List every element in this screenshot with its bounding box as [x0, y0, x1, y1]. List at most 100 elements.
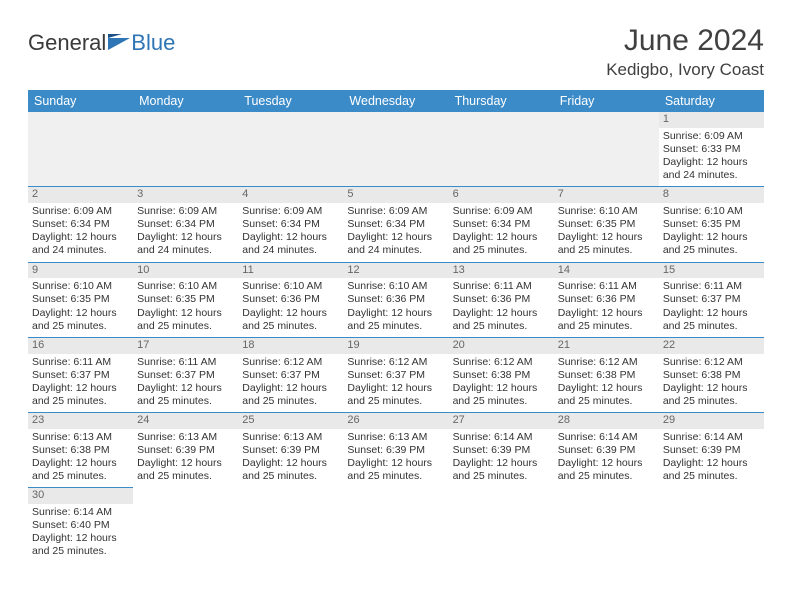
daylight-line: Daylight: 12 hours — [558, 307, 655, 320]
daylight-line: Daylight: 12 hours — [347, 307, 444, 320]
sunrise-line: Sunrise: 6:14 AM — [663, 431, 760, 444]
sunset-line: Sunset: 6:36 PM — [453, 293, 550, 306]
daylight-line: Daylight: 12 hours — [137, 382, 234, 395]
sunset-line: Sunset: 6:37 PM — [137, 369, 234, 382]
sunrise-line: Sunrise: 6:10 AM — [242, 280, 339, 293]
brand-part2: Blue — [131, 30, 175, 56]
calendar-cell: 29Sunrise: 6:14 AMSunset: 6:39 PMDayligh… — [659, 413, 764, 488]
daylight-line: and 25 minutes. — [453, 395, 550, 408]
calendar-cell-blank — [554, 488, 659, 563]
location-label: Kedigbo, Ivory Coast — [606, 60, 764, 80]
sunrise-line: Sunrise: 6:14 AM — [32, 506, 129, 519]
daylight-line: Daylight: 12 hours — [137, 457, 234, 470]
calendar-cell: 6Sunrise: 6:09 AMSunset: 6:34 PMDaylight… — [449, 187, 554, 262]
daylight-line: and 25 minutes. — [32, 470, 129, 483]
sunset-line: Sunset: 6:35 PM — [663, 218, 760, 231]
daylight-line: and 25 minutes. — [558, 244, 655, 257]
sunrise-line: Sunrise: 6:10 AM — [663, 205, 760, 218]
daylight-line: Daylight: 12 hours — [453, 382, 550, 395]
sunrise-line: Sunrise: 6:11 AM — [32, 356, 129, 369]
day-number: 13 — [449, 263, 554, 279]
daylight-line: Daylight: 12 hours — [663, 382, 760, 395]
daylight-line: Daylight: 12 hours — [663, 307, 760, 320]
daylight-line: and 25 minutes. — [347, 320, 444, 333]
daylight-line: Daylight: 12 hours — [137, 231, 234, 244]
day-number: 10 — [133, 263, 238, 279]
sunrise-line: Sunrise: 6:13 AM — [347, 431, 444, 444]
daylight-line: Daylight: 12 hours — [453, 231, 550, 244]
daylight-line: and 25 minutes. — [453, 244, 550, 257]
brand-logo: General Blue — [28, 24, 175, 56]
day-number: 15 — [659, 263, 764, 279]
day-number: 5 — [343, 187, 448, 203]
day-number: 26 — [343, 413, 448, 429]
calendar-week: 16Sunrise: 6:11 AMSunset: 6:37 PMDayligh… — [28, 337, 764, 412]
daylight-line: Daylight: 12 hours — [663, 457, 760, 470]
calendar-cell: 30Sunrise: 6:14 AMSunset: 6:40 PMDayligh… — [28, 488, 133, 563]
calendar-cell: 23Sunrise: 6:13 AMSunset: 6:38 PMDayligh… — [28, 413, 133, 488]
calendar-cell-blank — [343, 488, 448, 563]
daylight-line: and 25 minutes. — [137, 470, 234, 483]
sunrise-line: Sunrise: 6:12 AM — [347, 356, 444, 369]
daylight-line: Daylight: 12 hours — [32, 231, 129, 244]
calendar-cell: 24Sunrise: 6:13 AMSunset: 6:39 PMDayligh… — [133, 413, 238, 488]
daylight-line: Daylight: 12 hours — [453, 457, 550, 470]
calendar-week: 30Sunrise: 6:14 AMSunset: 6:40 PMDayligh… — [28, 488, 764, 563]
calendar-table: SundayMondayTuesdayWednesdayThursdayFrid… — [28, 90, 764, 563]
calendar-cell-blank — [133, 112, 238, 187]
calendar-cell: 22Sunrise: 6:12 AMSunset: 6:38 PMDayligh… — [659, 337, 764, 412]
sunset-line: Sunset: 6:36 PM — [558, 293, 655, 306]
day-number: 29 — [659, 413, 764, 429]
daylight-line: and 25 minutes. — [347, 395, 444, 408]
daylight-line: and 24 minutes. — [242, 244, 339, 257]
sunrise-line: Sunrise: 6:12 AM — [558, 356, 655, 369]
daylight-line: Daylight: 12 hours — [32, 532, 129, 545]
day-number: 8 — [659, 187, 764, 203]
day-number: 23 — [28, 413, 133, 429]
calendar-cell: 21Sunrise: 6:12 AMSunset: 6:38 PMDayligh… — [554, 337, 659, 412]
daylight-line: and 25 minutes. — [663, 395, 760, 408]
sunrise-line: Sunrise: 6:12 AM — [242, 356, 339, 369]
sunrise-line: Sunrise: 6:10 AM — [137, 280, 234, 293]
calendar-cell: 27Sunrise: 6:14 AMSunset: 6:39 PMDayligh… — [449, 413, 554, 488]
sunrise-line: Sunrise: 6:09 AM — [663, 130, 760, 143]
calendar-week: 1Sunrise: 6:09 AMSunset: 6:33 PMDaylight… — [28, 112, 764, 187]
day-header: Thursday — [449, 90, 554, 112]
sunrise-line: Sunrise: 6:11 AM — [137, 356, 234, 369]
calendar-week: 23Sunrise: 6:13 AMSunset: 6:38 PMDayligh… — [28, 413, 764, 488]
sunrise-line: Sunrise: 6:13 AM — [137, 431, 234, 444]
calendar-cell: 8Sunrise: 6:10 AMSunset: 6:35 PMDaylight… — [659, 187, 764, 262]
sunset-line: Sunset: 6:39 PM — [453, 444, 550, 457]
calendar-body: 1Sunrise: 6:09 AMSunset: 6:33 PMDaylight… — [28, 112, 764, 563]
sunrise-line: Sunrise: 6:09 AM — [242, 205, 339, 218]
calendar-week: 9Sunrise: 6:10 AMSunset: 6:35 PMDaylight… — [28, 262, 764, 337]
calendar-cell: 1Sunrise: 6:09 AMSunset: 6:33 PMDaylight… — [659, 112, 764, 187]
calendar-cell-blank — [133, 488, 238, 563]
page-header: General Blue June 2024 Kedigbo, Ivory Co… — [28, 24, 764, 80]
day-number: 28 — [554, 413, 659, 429]
day-header: Monday — [133, 90, 238, 112]
daylight-line: and 25 minutes. — [242, 320, 339, 333]
daylight-line: and 25 minutes. — [242, 470, 339, 483]
calendar-cell: 2Sunrise: 6:09 AMSunset: 6:34 PMDaylight… — [28, 187, 133, 262]
sunset-line: Sunset: 6:38 PM — [558, 369, 655, 382]
calendar-cell: 18Sunrise: 6:12 AMSunset: 6:37 PMDayligh… — [238, 337, 343, 412]
sunrise-line: Sunrise: 6:09 AM — [453, 205, 550, 218]
daylight-line: Daylight: 12 hours — [242, 307, 339, 320]
calendar-head: SundayMondayTuesdayWednesdayThursdayFrid… — [28, 90, 764, 112]
sunrise-line: Sunrise: 6:09 AM — [137, 205, 234, 218]
sunrise-line: Sunrise: 6:10 AM — [32, 280, 129, 293]
sunrise-line: Sunrise: 6:12 AM — [663, 356, 760, 369]
sunset-line: Sunset: 6:35 PM — [558, 218, 655, 231]
calendar-cell: 13Sunrise: 6:11 AMSunset: 6:36 PMDayligh… — [449, 262, 554, 337]
calendar-cell-blank — [343, 112, 448, 187]
daylight-line: Daylight: 12 hours — [347, 457, 444, 470]
calendar-cell: 3Sunrise: 6:09 AMSunset: 6:34 PMDaylight… — [133, 187, 238, 262]
calendar-cell-blank — [554, 112, 659, 187]
day-number: 1 — [659, 112, 764, 128]
calendar-cell: 15Sunrise: 6:11 AMSunset: 6:37 PMDayligh… — [659, 262, 764, 337]
daylight-line: and 24 minutes. — [347, 244, 444, 257]
day-number: 6 — [449, 187, 554, 203]
sunset-line: Sunset: 6:33 PM — [663, 143, 760, 156]
calendar-cell-blank — [238, 488, 343, 563]
